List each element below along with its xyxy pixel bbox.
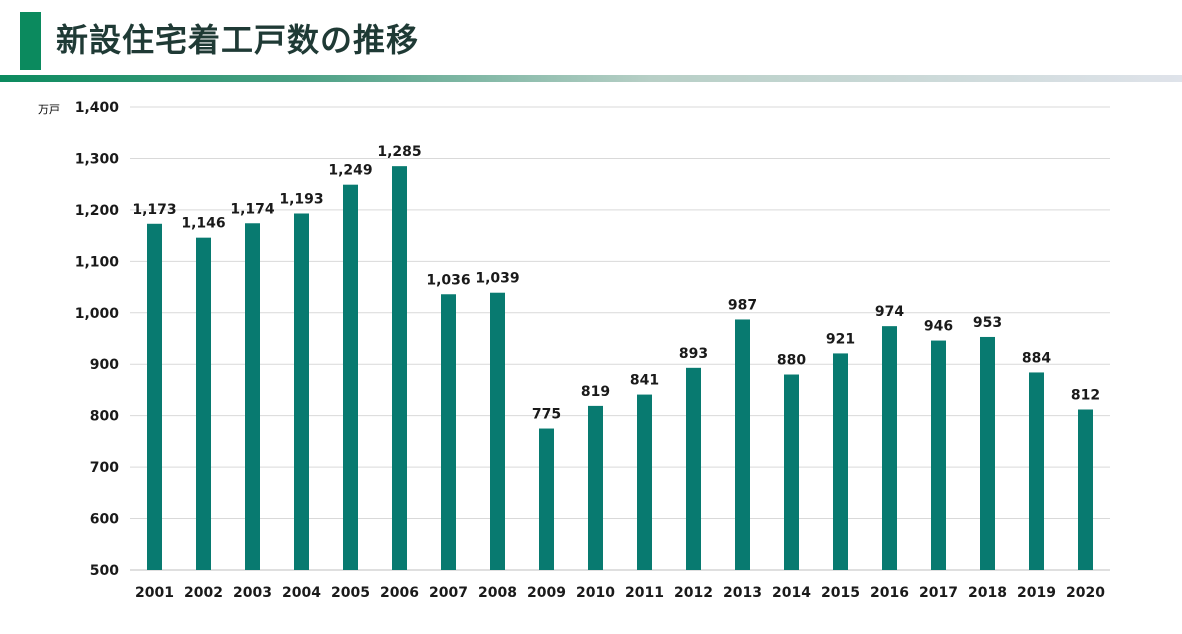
x-tick-label-2011: 2011 (625, 585, 664, 601)
y-tick-label-800: 800 (90, 409, 119, 425)
x-tick-label-2012: 2012 (674, 585, 713, 601)
data-label-2009: 775 (532, 407, 561, 423)
bar-2003 (245, 223, 260, 570)
data-label-2012: 893 (679, 346, 708, 362)
bar-2016 (882, 326, 897, 570)
title-underline (0, 75, 1182, 82)
bar-2009 (539, 428, 554, 570)
data-label-2005: 1,249 (328, 163, 372, 179)
bar-2011 (637, 394, 652, 570)
x-tick-label-2008: 2008 (478, 585, 517, 601)
x-tick-label-2010: 2010 (576, 585, 615, 601)
bar-2017 (931, 340, 946, 570)
x-tick-label-2018: 2018 (968, 585, 1007, 601)
data-label-2008: 1,039 (475, 271, 519, 287)
gridlines (130, 106, 1110, 571)
bar-2006 (392, 166, 407, 570)
page-title: 新設住宅着工戸数の推移 (56, 21, 420, 59)
data-label-2016: 974 (875, 304, 904, 320)
data-label-2002: 1,146 (181, 216, 225, 232)
x-tick-label-2004: 2004 (282, 585, 321, 601)
y-tick-label-1000: 1,000 (75, 306, 120, 322)
y-tick-label-1300: 1,300 (75, 151, 120, 167)
y-axis-unit-label: 万戸 (38, 103, 60, 116)
title-accent-bar (20, 12, 41, 70)
bar-2008 (490, 292, 505, 570)
x-tick-label-2006: 2006 (380, 585, 419, 601)
data-label-2007: 1,036 (426, 272, 470, 288)
x-tick-label-2014: 2014 (772, 585, 811, 601)
data-label-2019: 884 (1022, 350, 1051, 366)
bar-2014 (784, 374, 799, 570)
x-axis-ticks: 2001 2002 2003 2004 2005 2006 2007 2008 2009 2010… (135, 585, 1105, 601)
bar-2015 (833, 353, 848, 570)
data-label-2004: 1,193 (279, 191, 323, 207)
data-label-2015: 921 (826, 331, 855, 347)
y-tick-label-700: 700 (90, 460, 119, 476)
data-label-2001: 1,173 (132, 202, 176, 218)
bar-2001 (147, 223, 162, 571)
y-tick-label-500: 500 (90, 563, 119, 579)
x-tick-label-2002: 2002 (184, 585, 223, 601)
bar-2005 (343, 184, 358, 571)
x-tick-label-2005: 2005 (331, 585, 370, 601)
data-label-2020: 812 (1071, 387, 1100, 403)
y-tick-label-1200: 1,200 (75, 203, 120, 219)
data-label-2013: 987 (728, 297, 757, 313)
y-tick-label-1100: 1,100 (75, 254, 120, 270)
x-tick-label-2001: 2001 (135, 585, 174, 601)
x-tick-label-2009: 2009 (527, 585, 566, 601)
y-tick-label-900: 900 (90, 357, 119, 373)
x-tick-label-2013: 2013 (723, 585, 762, 601)
x-tick-label-2003: 2003 (233, 585, 272, 601)
bar-2013 (735, 319, 750, 570)
data-label-2014: 880 (777, 353, 806, 369)
data-label-2018: 953 (973, 315, 1002, 331)
bar-2012 (686, 367, 701, 570)
x-tick-label-2015: 2015 (821, 585, 860, 601)
x-tick-label-2007: 2007 (429, 585, 468, 601)
data-label-2010: 819 (581, 384, 610, 400)
x-tick-label-2016: 2016 (870, 585, 909, 601)
bar-2020 (1078, 409, 1093, 570)
bar-2010 (588, 405, 603, 570)
bar-2004 (294, 213, 309, 571)
x-tick-label-2017: 2017 (919, 585, 958, 601)
y-tick-label-1400: 1,400 (75, 100, 120, 116)
bar-2002 (196, 237, 211, 570)
bar-2007 (441, 294, 456, 570)
y-axis-ticks: 500 600 700 800 900 1,000 1,100 1,200 1,300 1,400 (75, 100, 120, 579)
data-label-2011: 841 (630, 373, 659, 389)
bar-2018 (980, 336, 995, 570)
data-label-2006: 1,285 (377, 144, 421, 160)
x-tick-label-2020: 2020 (1066, 585, 1105, 601)
bar-2019 (1029, 372, 1044, 570)
data-label-2017: 946 (924, 319, 953, 335)
data-label-2003: 1,174 (230, 201, 275, 217)
x-tick-label-2019: 2019 (1017, 585, 1056, 601)
bars (147, 166, 1093, 571)
y-tick-label-600: 600 (90, 512, 119, 528)
